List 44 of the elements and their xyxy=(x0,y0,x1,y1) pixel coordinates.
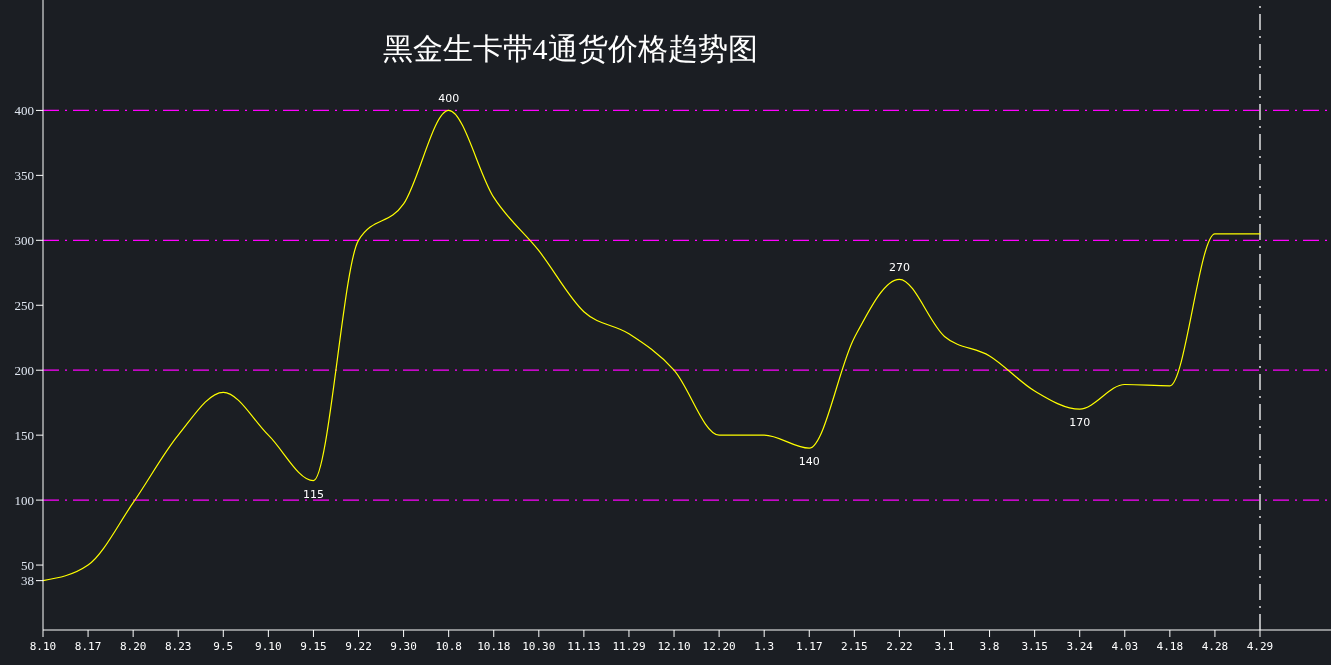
x-tick-label: 3.15 xyxy=(1021,640,1048,653)
data-label: 140 xyxy=(798,455,820,469)
x-tick-label: 12.20 xyxy=(702,640,736,653)
x-tick-label: 11.29 xyxy=(612,640,646,653)
x-tick-label: 4.29 xyxy=(1246,640,1274,653)
x-tick-label: 8.20 xyxy=(119,640,147,653)
y-tick-label: 100 xyxy=(14,492,34,508)
y-tick-label: 150 xyxy=(14,427,34,443)
x-tick-label: 3.1 xyxy=(934,640,955,653)
x-tick-label: 8.17 xyxy=(74,640,102,653)
x-tick-label: 1.3 xyxy=(754,640,775,653)
x-tick-label: 2.15 xyxy=(841,640,868,653)
x-tick-label: 9.15 xyxy=(300,640,327,653)
line-series xyxy=(42,109,1261,582)
x-tick-label: 3.24 xyxy=(1066,640,1094,653)
x-tick-label: 3.8 xyxy=(979,640,1000,653)
x-tick-label: 11.13 xyxy=(567,640,601,653)
x-tick-label: 2.22 xyxy=(886,640,913,653)
x-tick-label: 10.18 xyxy=(477,640,511,653)
text: 黑金生卡带4通货价格趋势图 xyxy=(382,32,758,65)
x-tick-label: 12.10 xyxy=(657,640,691,653)
y-tick-label: 200 xyxy=(14,362,34,378)
x-tick-label: 4.18 xyxy=(1156,640,1184,653)
x-tick-label: 8.10 xyxy=(29,640,57,653)
data-label: 400 xyxy=(438,92,460,106)
x-tick-label: 9.10 xyxy=(255,640,282,653)
y-tick-label: 38 xyxy=(21,573,34,589)
x-tick-label: 9.22 xyxy=(345,640,372,653)
y-tick-label: 250 xyxy=(14,297,34,313)
y-tick-label: 350 xyxy=(14,167,34,183)
data-label: 170 xyxy=(1069,416,1091,430)
x-tick-label: 10.30 xyxy=(522,640,556,653)
x-tick-label: 4.28 xyxy=(1201,640,1229,653)
y-tick-label: 400 xyxy=(14,102,34,118)
x-tick-label: 1.17 xyxy=(796,640,823,653)
x-tick-label: 9.5 xyxy=(213,640,234,653)
x-tick-label: 8.23 xyxy=(164,640,192,653)
data-label: 115 xyxy=(302,487,324,501)
y-tick-label: 300 xyxy=(14,232,34,248)
y-tick-label: 50 xyxy=(21,557,34,573)
data-label: 270 xyxy=(888,261,910,275)
x-tick-label: 4.03 xyxy=(1111,640,1139,653)
x-tick-label: 10.8 xyxy=(435,640,462,653)
x-tick-label: 9.30 xyxy=(390,640,417,653)
